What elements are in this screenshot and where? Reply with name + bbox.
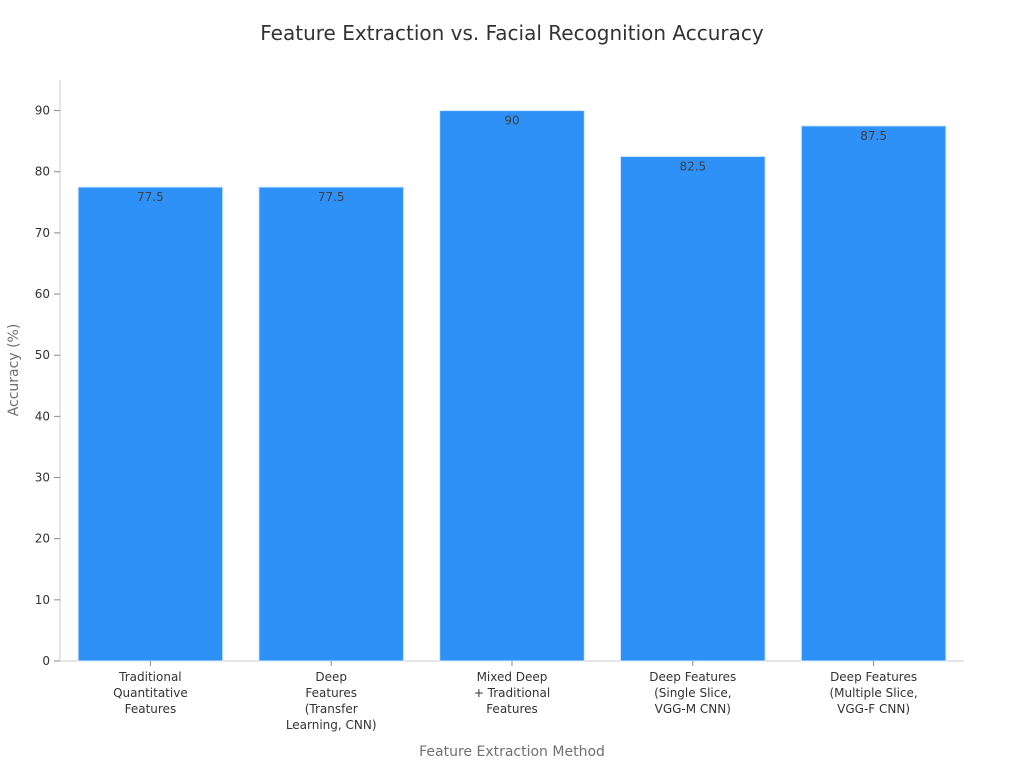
bar-data-label: 82.5 xyxy=(679,159,706,173)
y-tick-label: 30 xyxy=(35,471,50,485)
x-tick-label: Deep Features (Multiple Slice, VGG-F CNN) xyxy=(829,670,917,716)
y-tick-label: 20 xyxy=(35,532,50,546)
x-tick-label-line: Mixed Deep xyxy=(477,670,548,684)
bar-data-label: 77.5 xyxy=(137,190,164,204)
x-tick-label: Deep Features (Transfer Learning, CNN) xyxy=(286,670,377,732)
plot-area: 0 10 20 30 40 50 60 70 80 90 77.5 Traditional Quanti… xyxy=(35,80,964,732)
bar xyxy=(619,155,766,662)
bar-data-label: 77.5 xyxy=(318,190,345,204)
y-tick-label: 40 xyxy=(35,409,50,423)
y-tick-label: 50 xyxy=(35,348,50,362)
x-tick-label-line: (Single Slice, xyxy=(654,686,731,700)
x-tick-label: Mixed Deep + Traditional Features xyxy=(474,670,550,716)
bar xyxy=(258,186,405,662)
x-tick-label-line: Learning, CNN) xyxy=(286,718,377,732)
x-tick-label-line: Features xyxy=(305,686,357,700)
x-tick-label-line: Features xyxy=(486,702,538,716)
y-tick-label: 10 xyxy=(35,593,50,607)
x-tick-label-line: Quantitative xyxy=(113,686,188,700)
x-tick-label-line: Features xyxy=(125,702,177,716)
x-tick-label-line: Traditional xyxy=(118,670,181,684)
y-tick-label: 60 xyxy=(35,287,50,301)
bar-data-label: 87.5 xyxy=(860,129,887,143)
y-tick-label: 0 xyxy=(42,654,50,668)
bar xyxy=(439,110,585,662)
x-tick-label-line: (Multiple Slice, xyxy=(829,686,917,700)
x-tick-label: Traditional Quantitative Features xyxy=(113,670,188,716)
x-tick-label-line: (Transfer xyxy=(305,702,358,716)
bar xyxy=(77,186,224,662)
x-tick-label-line: Deep Features xyxy=(830,670,917,684)
y-tick-label: 90 xyxy=(35,104,50,118)
bar xyxy=(800,125,947,662)
x-tick-label-line: VGG-F CNN) xyxy=(837,702,910,716)
x-tick-label-line: + Traditional xyxy=(474,686,550,700)
y-tick-label: 70 xyxy=(35,226,50,240)
x-axis-title: Feature Extraction Method xyxy=(419,744,605,760)
x-tick-label-line: Deep Features xyxy=(649,670,736,684)
y-axis-title: Accuracy (%) xyxy=(6,324,22,417)
y-tick-label: 80 xyxy=(35,165,50,179)
x-tick-label-line: VGG-M CNN) xyxy=(655,702,731,716)
x-tick-label-line: Deep xyxy=(315,670,347,684)
x-tick-label: Deep Features (Single Slice, VGG-M CNN) xyxy=(649,670,736,716)
chart-title: Feature Extraction vs. Facial Recognitio… xyxy=(260,21,764,45)
bar-data-label: 90 xyxy=(504,114,519,128)
